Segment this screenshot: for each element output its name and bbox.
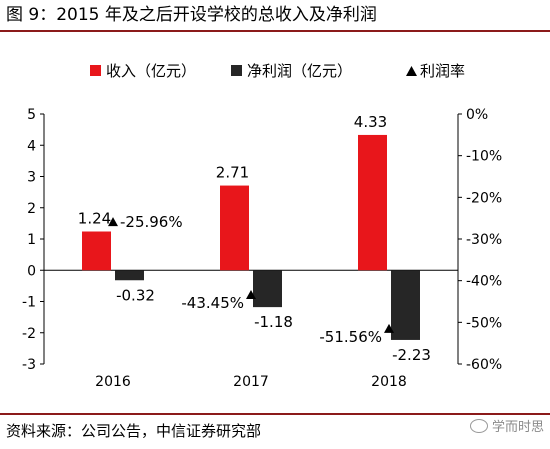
wechat-logo-icon <box>469 418 488 433</box>
left-tick-label: 3 <box>27 170 36 186</box>
category-label: 2016 <box>95 374 131 390</box>
legend-profit-swatch <box>231 65 242 76</box>
right-tick-label: -50% <box>466 315 502 331</box>
left-tick-label: -3 <box>22 357 36 373</box>
right-tick-label: -20% <box>466 190 502 206</box>
legend-profit-label: 净利润（亿元） <box>247 62 352 80</box>
page-title: 图 9：2015 年及之后开设学校的总收入及净利润 <box>6 5 377 25</box>
margin-data-label: -51.56% <box>319 328 382 346</box>
right-tick-label: 0% <box>466 107 488 123</box>
legend-revenue-swatch <box>90 65 101 76</box>
margin-point-triangle <box>246 290 256 300</box>
category-label: 2017 <box>233 374 269 390</box>
margin-data-label: -43.45% <box>181 294 244 312</box>
left-tick-label: -1 <box>22 295 36 311</box>
category-label: 2018 <box>371 374 407 390</box>
right-tick-label: -30% <box>466 232 502 248</box>
left-tick-label: 4 <box>27 138 36 154</box>
revenue-data-label: 1.24 <box>78 210 111 228</box>
watermark-text: 学而时思 <box>491 420 544 435</box>
revenue-data-label: 4.33 <box>354 113 387 131</box>
left-tick-label: 5 <box>27 107 36 123</box>
revenue-bar <box>82 231 111 271</box>
left-tick-label: 1 <box>27 232 36 248</box>
legend-margin-triangle-icon <box>406 66 417 76</box>
right-tick-label: -40% <box>466 274 502 290</box>
axes: 543210-1-2-30%-10%-20%-30%-40%-50%-60%20… <box>22 107 502 390</box>
profit-data-label: -1.18 <box>254 313 293 331</box>
footer-divider <box>0 413 550 415</box>
left-tick-label: 0 <box>27 263 36 279</box>
revenue-bar <box>220 185 249 271</box>
title-divider <box>0 30 550 32</box>
profit-data-label: -0.32 <box>116 286 155 304</box>
right-tick-label: -10% <box>466 149 502 165</box>
left-tick-label: 2 <box>27 201 36 217</box>
left-tick-label: -2 <box>22 326 36 342</box>
source-note: 资料来源：公司公告，中信证券研究部 <box>6 422 262 440</box>
watermark: 学而时思 <box>469 416 544 435</box>
margin-point-triangle <box>108 217 118 227</box>
profit-bar <box>115 270 144 281</box>
revenue-data-label: 2.71 <box>216 164 249 182</box>
legend-margin-label: 利润率 <box>420 62 465 80</box>
chart-marks: 1.24 -0.32 -25.96% 2.71 -1.18 -43.45% 4.33 -2.2… <box>78 113 431 364</box>
legend: 收入（亿元） 净利润（亿元） 利润率 <box>90 62 465 80</box>
profit-bar <box>253 270 282 308</box>
right-tick-label: -60% <box>466 357 502 373</box>
profit-data-label: -2.23 <box>392 346 431 364</box>
profit-bar <box>391 270 420 340</box>
margin-point-triangle <box>384 323 394 333</box>
margin-data-label: -25.96% <box>120 213 183 231</box>
revenue-bar <box>358 134 387 271</box>
legend-revenue-label: 收入（亿元） <box>106 62 196 80</box>
